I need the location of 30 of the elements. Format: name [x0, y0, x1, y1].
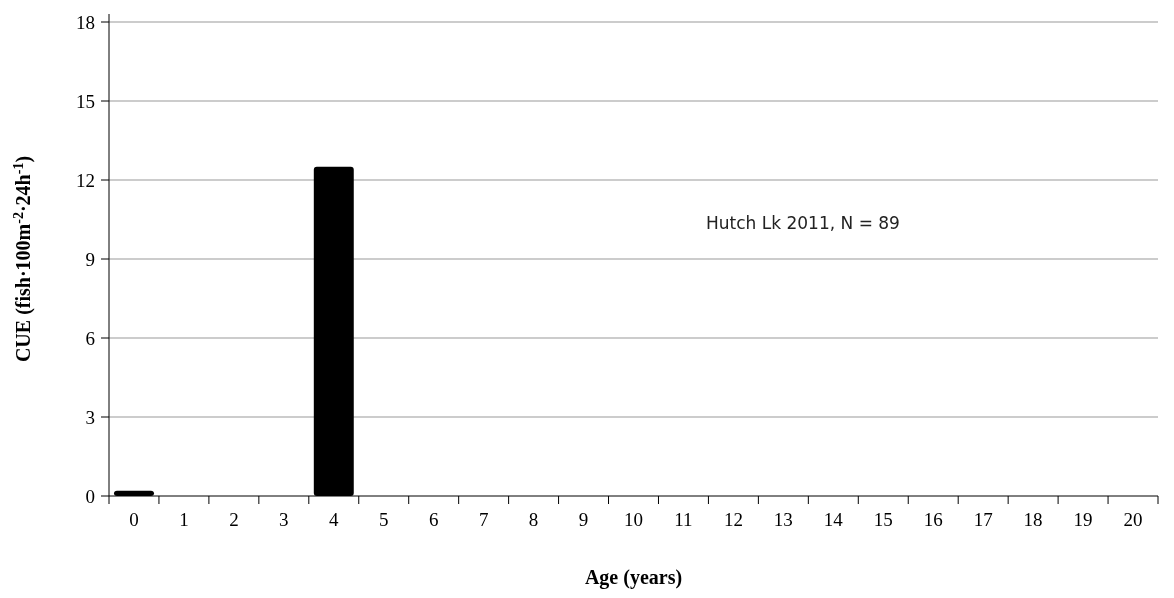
x-tick-label: 3 — [279, 509, 289, 530]
x-tick-label: 2 — [229, 509, 239, 530]
x-tick-label: 15 — [873, 509, 893, 530]
x-tick-label: 16 — [923, 509, 943, 530]
x-tick-label: 5 — [378, 509, 389, 530]
y-tick-label: 3 — [85, 406, 95, 428]
x-tick-label: 20 — [1123, 509, 1143, 530]
x-tick-label: 9 — [578, 509, 589, 530]
x-tick-label: 6 — [428, 509, 439, 530]
x-tick-label: 13 — [773, 509, 793, 530]
y-tick-label: 6 — [85, 327, 95, 349]
x-axis-title: Age (years) — [584, 566, 683, 589]
x-tick-label: 17 — [973, 509, 993, 530]
x-tick-label: 1 — [179, 509, 189, 530]
x-tick-label: 12 — [723, 509, 743, 530]
y-tick-label: 9 — [85, 248, 95, 270]
y-tick-label: 12 — [76, 169, 95, 191]
x-tick-label: 14 — [823, 509, 844, 530]
x-tick-label: 10 — [624, 509, 643, 530]
y-tick-label: 18 — [76, 11, 95, 33]
y-tick-label: 0 — [85, 485, 95, 507]
x-tick-label: 19 — [1073, 509, 1093, 530]
y-tick-label: 15 — [76, 90, 95, 112]
x-tick-label: 8 — [528, 509, 539, 530]
x-tick-label: 7 — [478, 509, 489, 530]
x-tick-label: 0 — [129, 509, 139, 530]
annotation: Hutch Lk 2011, N = 89 — [706, 213, 900, 233]
x-tick-label: 18 — [1023, 509, 1043, 530]
x-tick-label: 11 — [674, 509, 693, 530]
x-tick-label: 4 — [329, 509, 340, 530]
